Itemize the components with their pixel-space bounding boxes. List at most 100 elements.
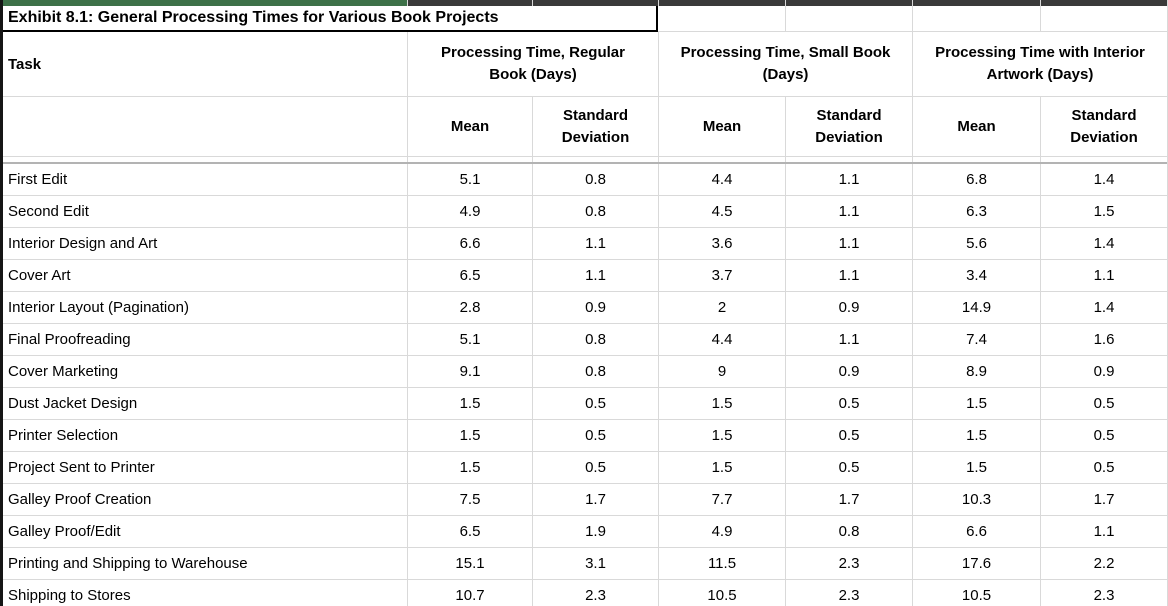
- value-cell[interactable]: 4.9: [658, 516, 785, 547]
- value-cell[interactable]: 10.5: [658, 580, 785, 606]
- value-cell[interactable]: 1.9: [532, 516, 658, 547]
- value-cell[interactable]: 1.5: [912, 452, 1040, 483]
- value-cell[interactable]: 2.3: [785, 548, 912, 579]
- value-cell[interactable]: 2.3: [1040, 580, 1167, 606]
- empty-cell[interactable]: [3, 97, 407, 156]
- value-cell[interactable]: 3.4: [912, 260, 1040, 291]
- value-cell[interactable]: 14.9: [912, 292, 1040, 323]
- value-cell[interactable]: 1.4: [1040, 292, 1167, 323]
- value-cell[interactable]: 1.1: [1040, 516, 1167, 547]
- value-cell[interactable]: 3.7: [658, 260, 785, 291]
- value-cell[interactable]: 5.1: [407, 324, 532, 355]
- value-cell[interactable]: 1.6: [1040, 324, 1167, 355]
- exhibit-title[interactable]: Exhibit 8.1: General Processing Times fo…: [3, 6, 658, 32]
- value-cell[interactable]: 0.9: [1040, 356, 1167, 387]
- value-cell[interactable]: 5.1: [407, 164, 532, 195]
- value-cell[interactable]: 0.8: [532, 196, 658, 227]
- value-cell[interactable]: 1.5: [912, 388, 1040, 419]
- value-cell[interactable]: 1.7: [1040, 484, 1167, 515]
- value-cell[interactable]: 1.5: [407, 420, 532, 451]
- value-cell[interactable]: 4.4: [658, 324, 785, 355]
- value-cell[interactable]: 0.5: [785, 388, 912, 419]
- empty-cell[interactable]: [658, 6, 785, 32]
- value-cell[interactable]: 0.5: [785, 420, 912, 451]
- value-cell[interactable]: 15.1: [407, 548, 532, 579]
- value-cell[interactable]: 7.5: [407, 484, 532, 515]
- value-cell[interactable]: 1.4: [1040, 228, 1167, 259]
- task-cell[interactable]: Second Edit: [8, 203, 89, 220]
- value-cell[interactable]: 1.7: [532, 484, 658, 515]
- value-cell[interactable]: 1.5: [407, 452, 532, 483]
- value-cell[interactable]: 0.5: [532, 420, 658, 451]
- value-cell[interactable]: 1.5: [407, 388, 532, 419]
- task-cell[interactable]: Cover Marketing: [8, 363, 119, 380]
- value-cell[interactable]: 1.1: [785, 324, 912, 355]
- value-cell[interactable]: 4.9: [407, 196, 532, 227]
- task-cell[interactable]: Shipping to Stores: [8, 587, 131, 604]
- value-cell[interactable]: 1.5: [658, 420, 785, 451]
- value-cell[interactable]: 4.5: [658, 196, 785, 227]
- value-cell[interactable]: 1.7: [785, 484, 912, 515]
- value-cell[interactable]: 6.5: [407, 516, 532, 547]
- value-cell[interactable]: 3.6: [658, 228, 785, 259]
- empty-cell[interactable]: [785, 6, 912, 32]
- value-cell[interactable]: 1.4: [1040, 164, 1167, 195]
- value-cell[interactable]: 1.5: [658, 452, 785, 483]
- task-cell[interactable]: Printing and Shipping to Warehouse: [8, 555, 248, 572]
- value-cell[interactable]: 17.6: [912, 548, 1040, 579]
- subheader-mean-regular[interactable]: Mean: [407, 97, 532, 156]
- value-cell[interactable]: 0.5: [1040, 452, 1167, 483]
- subheader-sd-artwork[interactable]: Standard Deviation: [1040, 97, 1167, 156]
- value-cell[interactable]: 10.3: [912, 484, 1040, 515]
- value-cell[interactable]: 0.5: [532, 388, 658, 419]
- task-cell[interactable]: Galley Proof Creation: [8, 491, 152, 508]
- value-cell[interactable]: 0.8: [532, 324, 658, 355]
- value-cell[interactable]: 0.5: [785, 452, 912, 483]
- value-cell[interactable]: 2.3: [532, 580, 658, 606]
- value-cell[interactable]: 3.1: [532, 548, 658, 579]
- value-cell[interactable]: 1.5: [1040, 196, 1167, 227]
- value-cell[interactable]: 0.5: [532, 452, 658, 483]
- value-cell[interactable]: 5.6: [912, 228, 1040, 259]
- value-cell[interactable]: 6.6: [407, 228, 532, 259]
- task-cell[interactable]: Galley Proof/Edit: [8, 523, 121, 540]
- value-cell[interactable]: 0.8: [785, 516, 912, 547]
- value-cell[interactable]: 0.5: [1040, 388, 1167, 419]
- value-cell[interactable]: 0.8: [532, 164, 658, 195]
- group-header-regular-book[interactable]: Processing Time, Regular Book (Days): [407, 32, 658, 96]
- value-cell[interactable]: 9: [658, 356, 785, 387]
- value-cell[interactable]: 9.1: [407, 356, 532, 387]
- value-cell[interactable]: 10.5: [912, 580, 1040, 606]
- subheader-mean-small[interactable]: Mean: [658, 97, 785, 156]
- value-cell[interactable]: 2.2: [1040, 548, 1167, 579]
- value-cell[interactable]: 2: [658, 292, 785, 323]
- value-cell[interactable]: 1.1: [532, 260, 658, 291]
- task-cell[interactable]: Interior Design and Art: [8, 235, 158, 252]
- value-cell[interactable]: 6.6: [912, 516, 1040, 547]
- value-cell[interactable]: 1.1: [785, 260, 912, 291]
- value-cell[interactable]: 0.8: [532, 356, 658, 387]
- subheader-sd-regular[interactable]: Standard Deviation: [532, 97, 658, 156]
- value-cell[interactable]: 0.9: [532, 292, 658, 323]
- value-cell[interactable]: 1.1: [1040, 260, 1167, 291]
- empty-cell[interactable]: [1040, 6, 1167, 32]
- task-cell[interactable]: Dust Jacket Design: [8, 395, 138, 412]
- subheader-mean-artwork[interactable]: Mean: [912, 97, 1040, 156]
- value-cell[interactable]: 2.8: [407, 292, 532, 323]
- value-cell[interactable]: 1.1: [785, 164, 912, 195]
- task-cell[interactable]: Project Sent to Printer: [8, 459, 155, 476]
- value-cell[interactable]: 0.9: [785, 356, 912, 387]
- task-cell[interactable]: Cover Art: [8, 267, 71, 284]
- value-cell[interactable]: 4.4: [658, 164, 785, 195]
- value-cell[interactable]: 0.5: [1040, 420, 1167, 451]
- value-cell[interactable]: 8.9: [912, 356, 1040, 387]
- task-cell[interactable]: Interior Layout (Pagination): [8, 299, 189, 316]
- task-column-header[interactable]: Task: [8, 55, 42, 73]
- value-cell[interactable]: 11.5: [658, 548, 785, 579]
- value-cell[interactable]: 6.3: [912, 196, 1040, 227]
- value-cell[interactable]: 1.1: [785, 196, 912, 227]
- value-cell[interactable]: 2.3: [785, 580, 912, 606]
- subheader-sd-small[interactable]: Standard Deviation: [785, 97, 912, 156]
- task-cell[interactable]: Final Proofreading: [8, 331, 131, 348]
- task-cell[interactable]: Printer Selection: [8, 427, 119, 444]
